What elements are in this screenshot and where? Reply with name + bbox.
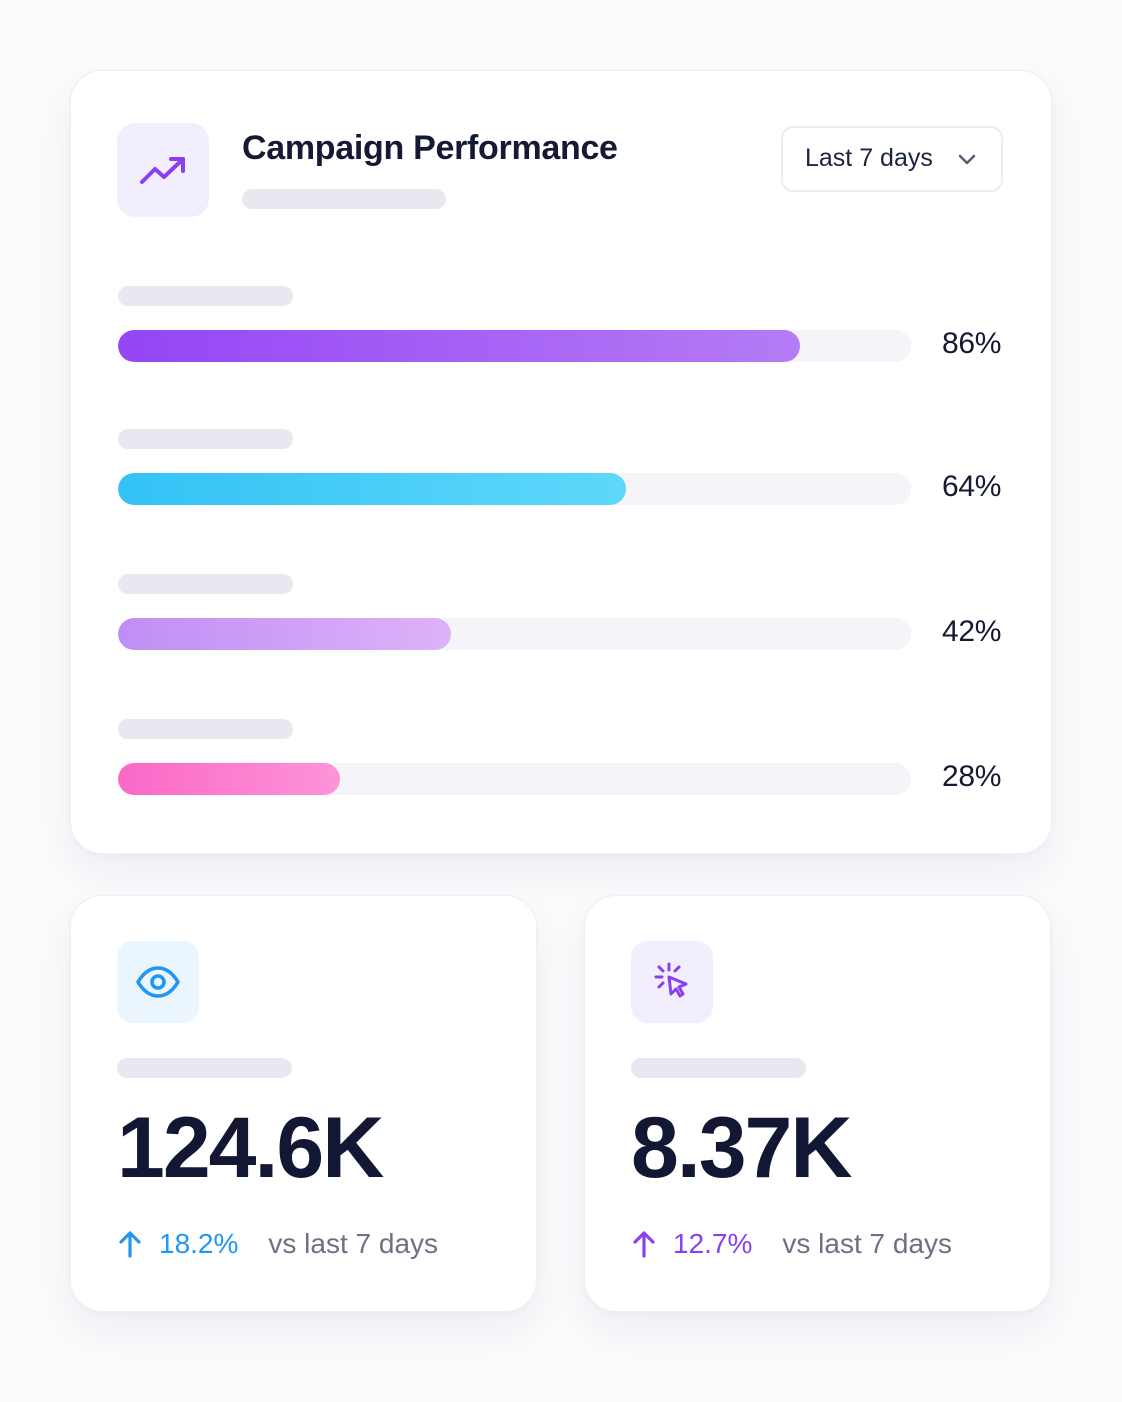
metric-label-placeholder [118,719,293,739]
subtitle-placeholder [242,189,446,209]
stat-value: 8.37K [631,1100,852,1196]
metric-percent: 42% [942,615,1002,648]
metric-percent: 86% [942,327,1002,360]
metric-percent: 28% [942,760,1002,793]
progress-fill [118,763,341,795]
trend-indicator: 18.2% vs last 7 days [117,1226,438,1262]
card-title: Campaign Performance [242,129,618,167]
metric-label-placeholder [118,574,293,594]
progress-track [118,763,911,795]
period-select[interactable]: Last 7 days [781,126,1003,192]
progress-track [118,330,911,362]
progress-track [118,618,911,650]
period-select-value: Last 7 days [805,144,933,172]
clicks-stat-card: 8.37K 12.7% vs last 7 days [584,895,1051,1312]
cursor-click-icon [631,941,713,1023]
trend-percent: 12.7% [673,1228,753,1259]
trend-indicator: 12.7% vs last 7 days [631,1226,952,1262]
arrow-up-icon [119,1231,141,1258]
trend-caption: vs last 7 days [268,1228,439,1259]
arrow-up-icon [633,1231,655,1258]
stat-label-placeholder [631,1058,806,1078]
metric-label-placeholder [118,286,293,306]
stat-label-placeholder [117,1058,292,1078]
progress-track [118,473,911,505]
stat-value: 124.6K [117,1100,384,1196]
views-stat-card: 124.6K 18.2% vs last 7 days [70,895,537,1312]
progress-fill [118,330,800,362]
trend-percent: 18.2% [159,1228,239,1259]
metric-label-placeholder [118,429,293,449]
progress-fill [118,473,626,505]
trend-caption: vs last 7 days [782,1228,953,1259]
trending-up-icon [117,123,209,217]
campaign-performance-card: Campaign Performance Last 7 days 86% 64%… [70,70,1052,854]
progress-fill [118,618,452,650]
chevron-down-icon [958,154,976,165]
metric-percent: 64% [942,470,1002,503]
eye-icon [117,941,199,1023]
